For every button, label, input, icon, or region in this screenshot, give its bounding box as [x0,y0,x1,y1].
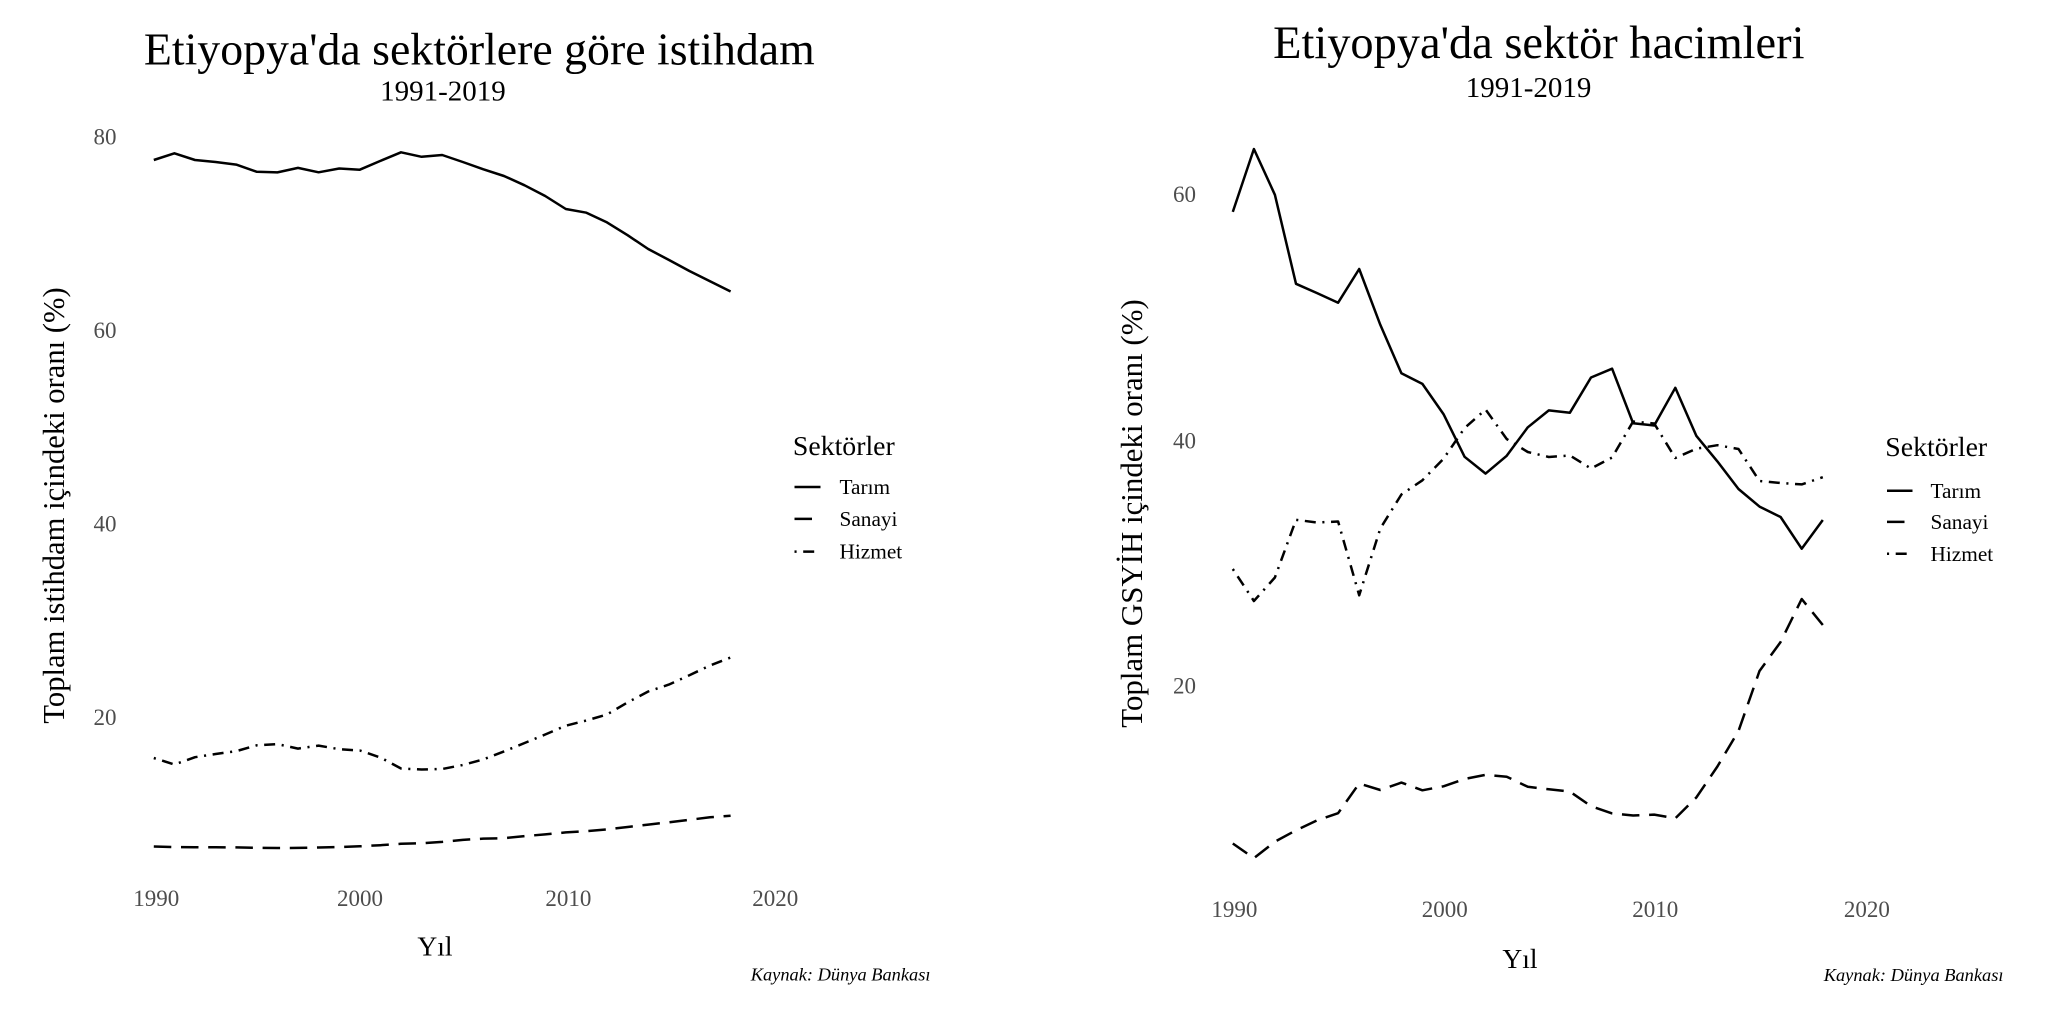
svg-text:Yıl: Yıl [417,930,453,961]
svg-text:Hizmet: Hizmet [840,540,903,564]
svg-text:20: 20 [94,705,117,730]
svg-text:2010: 2010 [545,886,591,911]
svg-text:Tarım: Tarım [840,475,891,499]
svg-text:2010: 2010 [1632,897,1678,922]
svg-text:2020: 2020 [1844,897,1890,922]
svg-text:Yıl: Yıl [1502,943,1538,974]
svg-text:80: 80 [94,125,117,150]
svg-text:Sektörler: Sektörler [1885,432,1988,463]
svg-text:60: 60 [1173,182,1196,207]
svg-text:1991-2019: 1991-2019 [1466,72,1592,104]
svg-text:Kaynak: Dünya Bankası: Kaynak: Dünya Bankası [1823,965,2004,985]
svg-text:40: 40 [94,511,117,536]
svg-text:1990: 1990 [133,886,179,911]
svg-text:1991-2019: 1991-2019 [380,76,506,108]
svg-text:Toplam GSYİH içindeki oranı (%: Toplam GSYİH içindeki oranı (%) [1114,299,1149,728]
svg-text:1990: 1990 [1211,897,1257,922]
svg-text:Tarım: Tarım [1931,479,1982,503]
svg-text:60: 60 [94,318,117,343]
svg-text:Kaynak: Dünya Bankası: Kaynak: Dünya Bankası [750,964,931,984]
svg-text:40: 40 [1173,428,1196,453]
svg-text:Etiyopya'da sektörlere göre is: Etiyopya'da sektörlere göre istihdam [144,24,815,75]
svg-text:20: 20 [1173,674,1196,699]
svg-text:Sanayi: Sanayi [840,507,898,531]
svg-text:Sanayi: Sanayi [1931,510,1989,534]
svg-text:Sektörler: Sektörler [793,431,896,462]
svg-text:Hizmet: Hizmet [1931,542,1994,566]
svg-text:Etiyopya'da sektör hacimleri: Etiyopya'da sektör hacimleri [1273,18,1804,69]
svg-text:2020: 2020 [752,886,798,911]
svg-text:2000: 2000 [337,886,383,911]
svg-text:Toplam istihdam içindeki oranı: Toplam istihdam içindeki oranı (%) [37,287,71,723]
svg-text:2000: 2000 [1422,897,1468,922]
